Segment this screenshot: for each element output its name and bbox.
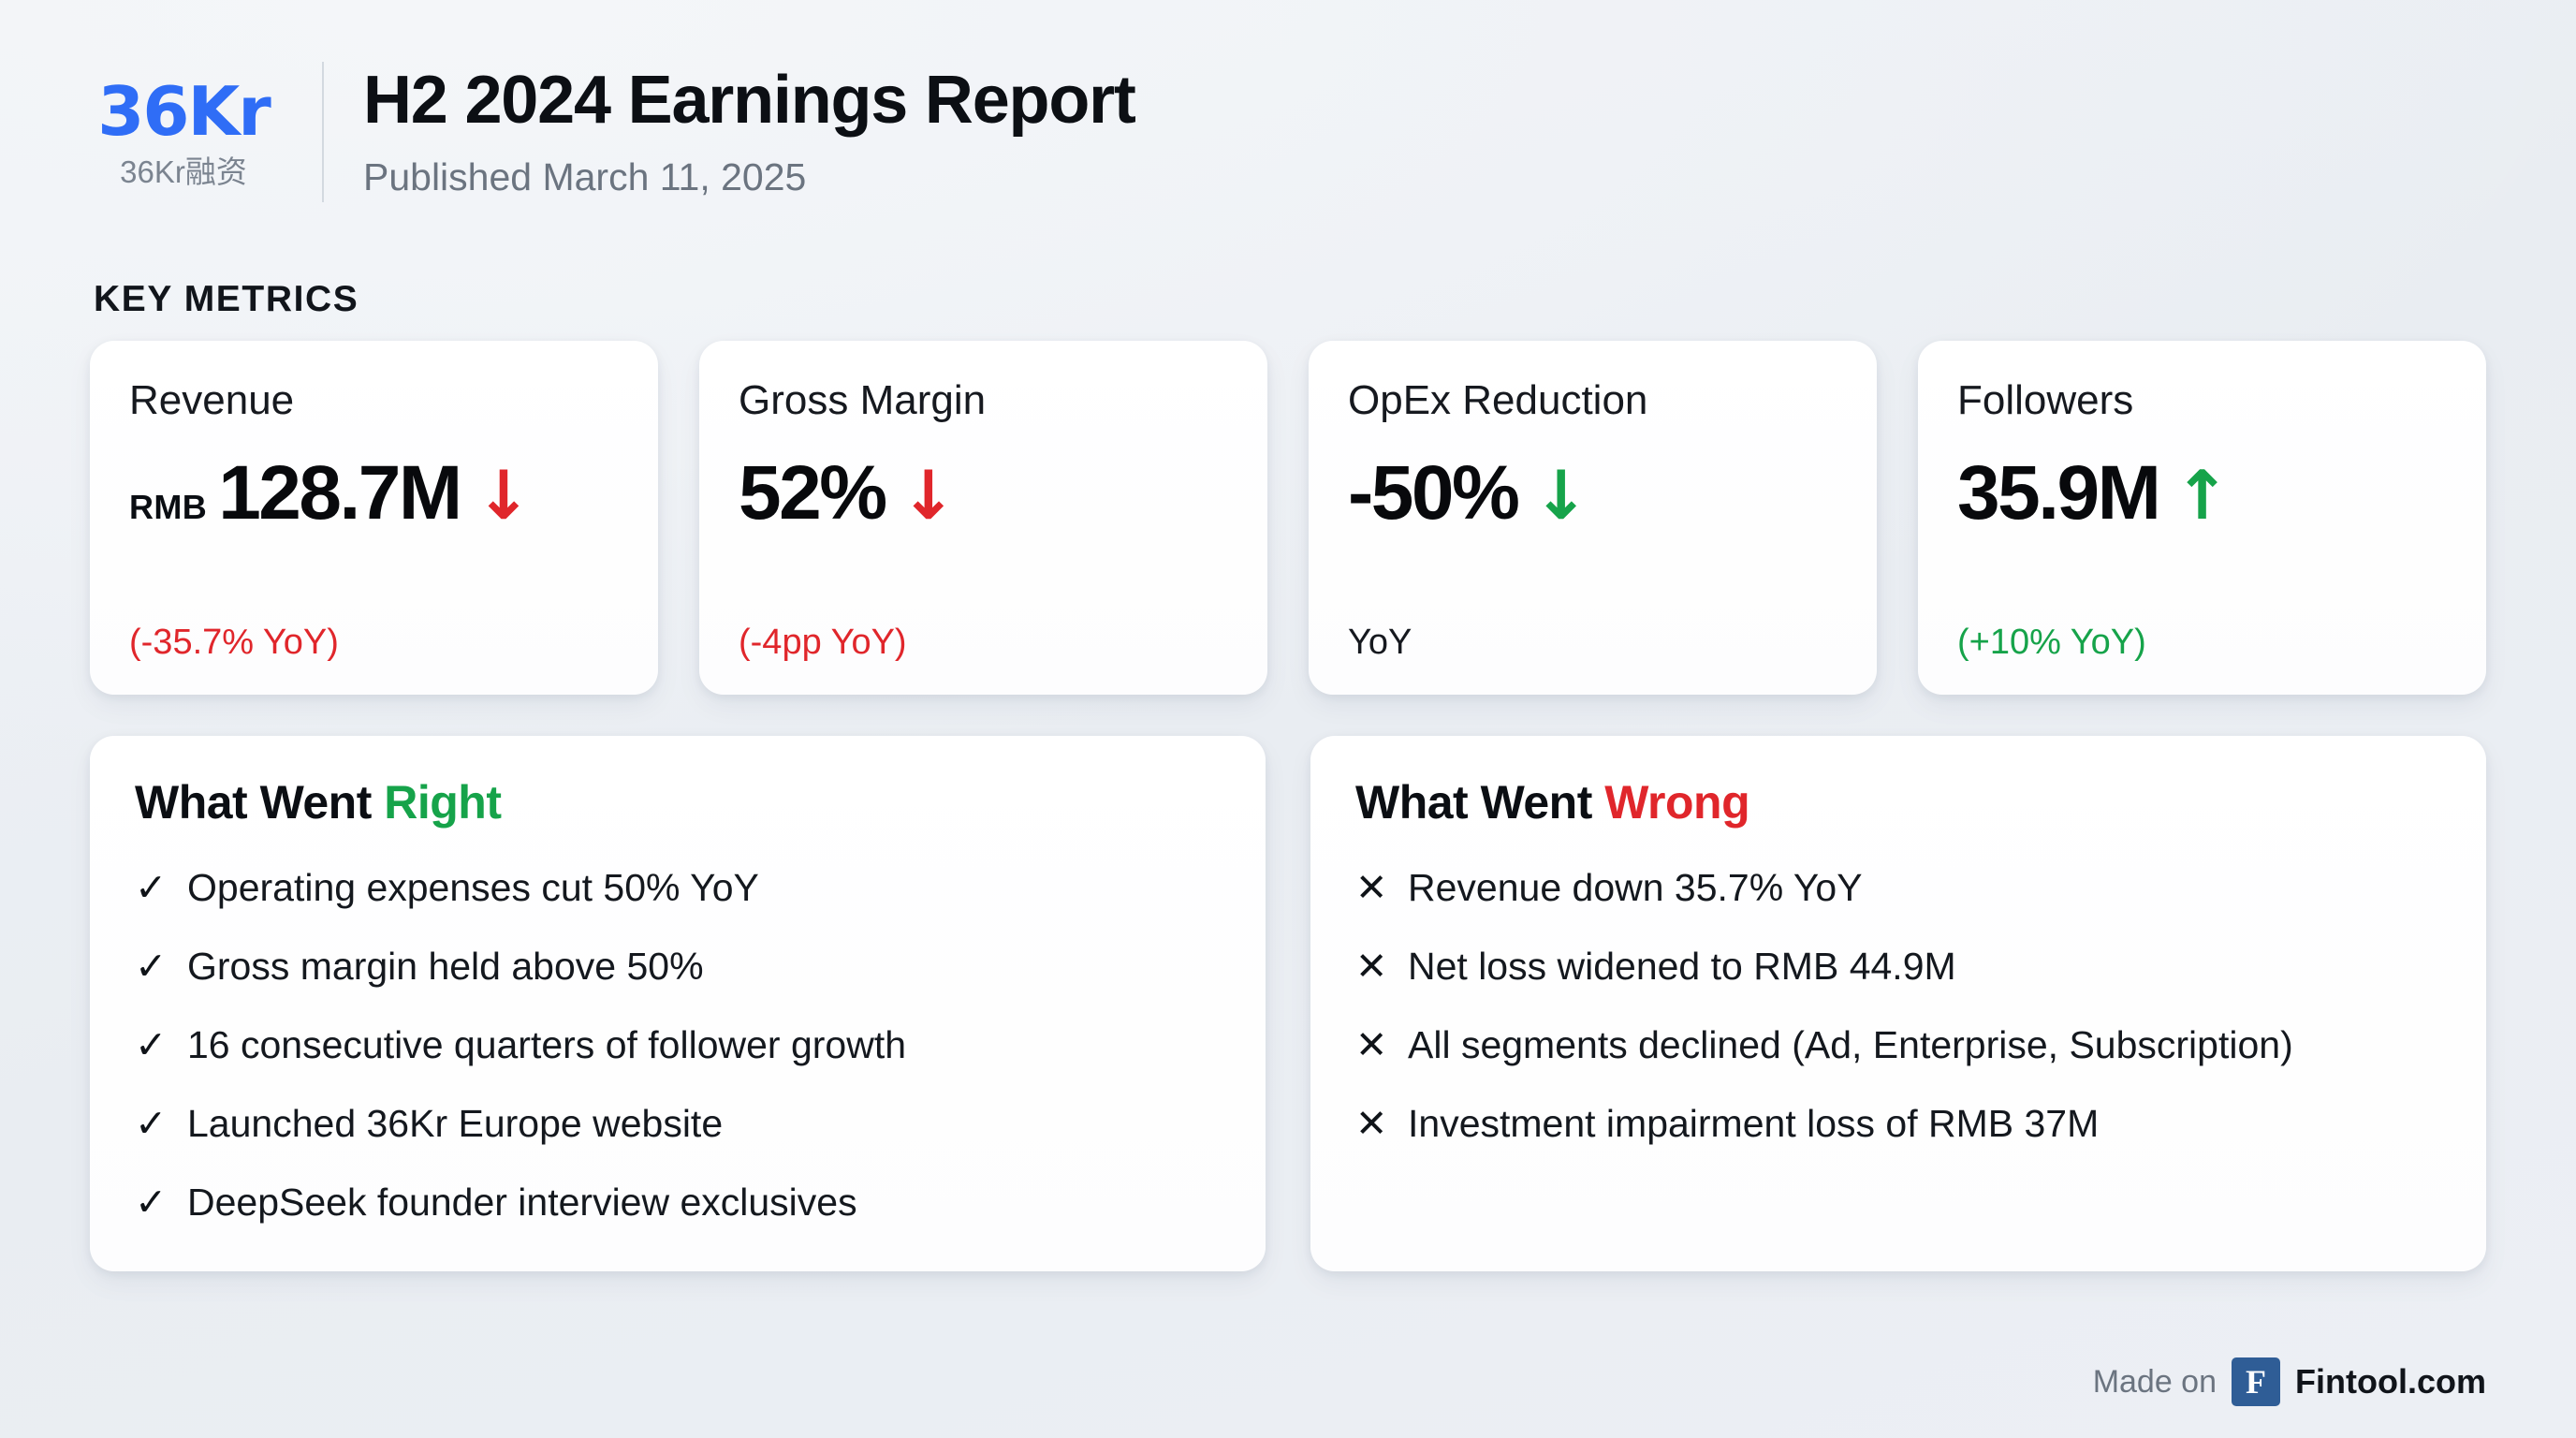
arrow-down-icon: ↓ (1532, 456, 1589, 536)
panel-title-accent: Wrong (1604, 776, 1750, 829)
panel-what-went-wrong: What Went Wrong ✕ Revenue down 35.7% YoY… (1310, 736, 2486, 1271)
metric-value: 35.9M (1957, 450, 2161, 536)
panel-title-plain: What Went (1355, 776, 1605, 829)
list-item: ✓ Gross margin held above 50% (135, 941, 1221, 991)
metric-card-gross-margin: Gross Margin 52% ↓ (-4pp YoY) (699, 341, 1267, 695)
metric-label: Gross Margin (739, 377, 987, 423)
metric-value-row: 35.9M ↑ (1957, 455, 2447, 532)
list-item: ✕ All segments declined (Ad, Enterprise,… (1355, 1020, 2441, 1070)
metric-label: OpEx Reduction (1348, 377, 1648, 423)
metric-card-opex-reduction: OpEx Reduction -50% ↓ YoY (1309, 341, 1877, 695)
wrong-list: ✕ Revenue down 35.7% YoY ✕ Net loss wide… (1355, 862, 2441, 1149)
page-header: 36Kr 36Kr融资 H2 2024 Earnings Report Publ… (0, 0, 2576, 215)
list-item-text: Investment impairment loss of RMB 37M (1408, 1102, 2100, 1146)
brand-logo-text: 36Kr (97, 71, 271, 151)
cross-icon: ✕ (1355, 1022, 1388, 1068)
check-icon: ✓ (135, 1022, 168, 1068)
metric-label: Revenue (129, 377, 295, 423)
metric-card-followers: Followers 35.9M ↑ (+10% YoY) (1918, 341, 2486, 695)
header-divider (322, 62, 324, 202)
list-item-text: 16 consecutive quarters of follower grow… (187, 1023, 907, 1067)
list-item-text: Revenue down 35.7% YoY (1408, 866, 1863, 909)
metric-value: 52% (739, 450, 887, 536)
list-item: ✓ 16 consecutive quarters of follower gr… (135, 1020, 1221, 1070)
brand-logo-subtext: 36Kr融资 (120, 154, 247, 189)
metric-value-row: -50% ↓ (1348, 455, 1837, 532)
check-icon: ✓ (135, 1101, 168, 1147)
list-item-text: DeepSeek founder interview exclusives (187, 1181, 857, 1225)
list-item-text: Operating expenses cut 50% YoY (187, 866, 759, 909)
metric-delta: (-4pp YoY) (739, 623, 907, 663)
list-item: ✕ Revenue down 35.7% YoY (1355, 862, 2441, 913)
panel-what-went-right: What Went Right ✓ Operating expenses cut… (90, 736, 1266, 1271)
list-item: ✓ Launched 36Kr Europe website (135, 1098, 1221, 1149)
list-item-text: All segments declined (Ad, Enterprise, S… (1408, 1023, 2293, 1067)
list-item-text: Launched 36Kr Europe website (187, 1102, 724, 1146)
list-item-text: Net loss widened to RMB 44.9M (1408, 945, 1956, 989)
metric-label: Followers (1957, 377, 2134, 423)
footer-attribution: Made on F Fintool.com (2093, 1357, 2486, 1406)
footer-made-on-label: Made on (2092, 1364, 2217, 1400)
arrow-up-icon: ↑ (2174, 456, 2231, 536)
fintool-logo-icon: F (2232, 1357, 2281, 1406)
metric-currency-prefix: RMB (129, 488, 208, 527)
panel-title-accent: Right (384, 776, 502, 829)
page-subtitle: Published March 11, 2025 (363, 155, 807, 199)
list-item: ✓ DeepSeek founder interview exclusives (135, 1177, 1221, 1227)
metric-delta: (-35.7% YoY) (129, 623, 339, 663)
right-list: ✓ Operating expenses cut 50% YoY ✓ Gross… (135, 862, 1221, 1228)
check-icon: ✓ (135, 944, 168, 990)
list-item: ✓ Operating expenses cut 50% YoY (135, 862, 1221, 913)
check-icon: ✓ (135, 865, 168, 910)
brand-logo-block: 36Kr 36Kr融资 (90, 78, 277, 187)
panel-title: What Went Wrong (1355, 777, 2441, 829)
metric-card-revenue: Revenue RMB 128.7M ↓ (-35.7% YoY) (90, 341, 658, 695)
cross-icon: ✕ (1355, 865, 1388, 910)
cross-icon: ✕ (1355, 1101, 1388, 1147)
list-item-text: Gross margin held above 50% (187, 945, 704, 989)
metric-delta: (+10% YoY) (1957, 623, 2146, 663)
metric-value-row: RMB 128.7M ↓ (129, 455, 619, 532)
page-title: H2 2024 Earnings Report (363, 62, 1136, 138)
list-item: ✕ Investment impairment loss of RMB 37M (1355, 1098, 2441, 1149)
check-icon: ✓ (135, 1180, 168, 1225)
metric-value: 128.7M (218, 450, 462, 536)
panel-title-plain: What Went (135, 776, 385, 829)
summary-panels: What Went Right ✓ Operating expenses cut… (0, 695, 2576, 1271)
arrow-down-icon: ↓ (475, 456, 533, 536)
header-titles: H2 2024 Earnings Report Published March … (363, 62, 1136, 199)
key-metrics-section-label: KEY METRICS (94, 279, 359, 319)
metric-delta: YoY (1348, 623, 1412, 663)
cross-icon: ✕ (1355, 944, 1388, 990)
footer-site-name[interactable]: Fintool.com (2295, 1362, 2486, 1401)
list-item: ✕ Net loss widened to RMB 44.9M (1355, 941, 2441, 991)
metric-value: -50% (1348, 450, 1520, 536)
metric-value-row: 52% ↓ (739, 455, 1228, 532)
arrow-down-icon: ↓ (900, 456, 957, 536)
key-metrics-grid: Revenue RMB 128.7M ↓ (-35.7% YoY) Gross … (0, 341, 2576, 695)
panel-title: What Went Right (135, 777, 1221, 829)
